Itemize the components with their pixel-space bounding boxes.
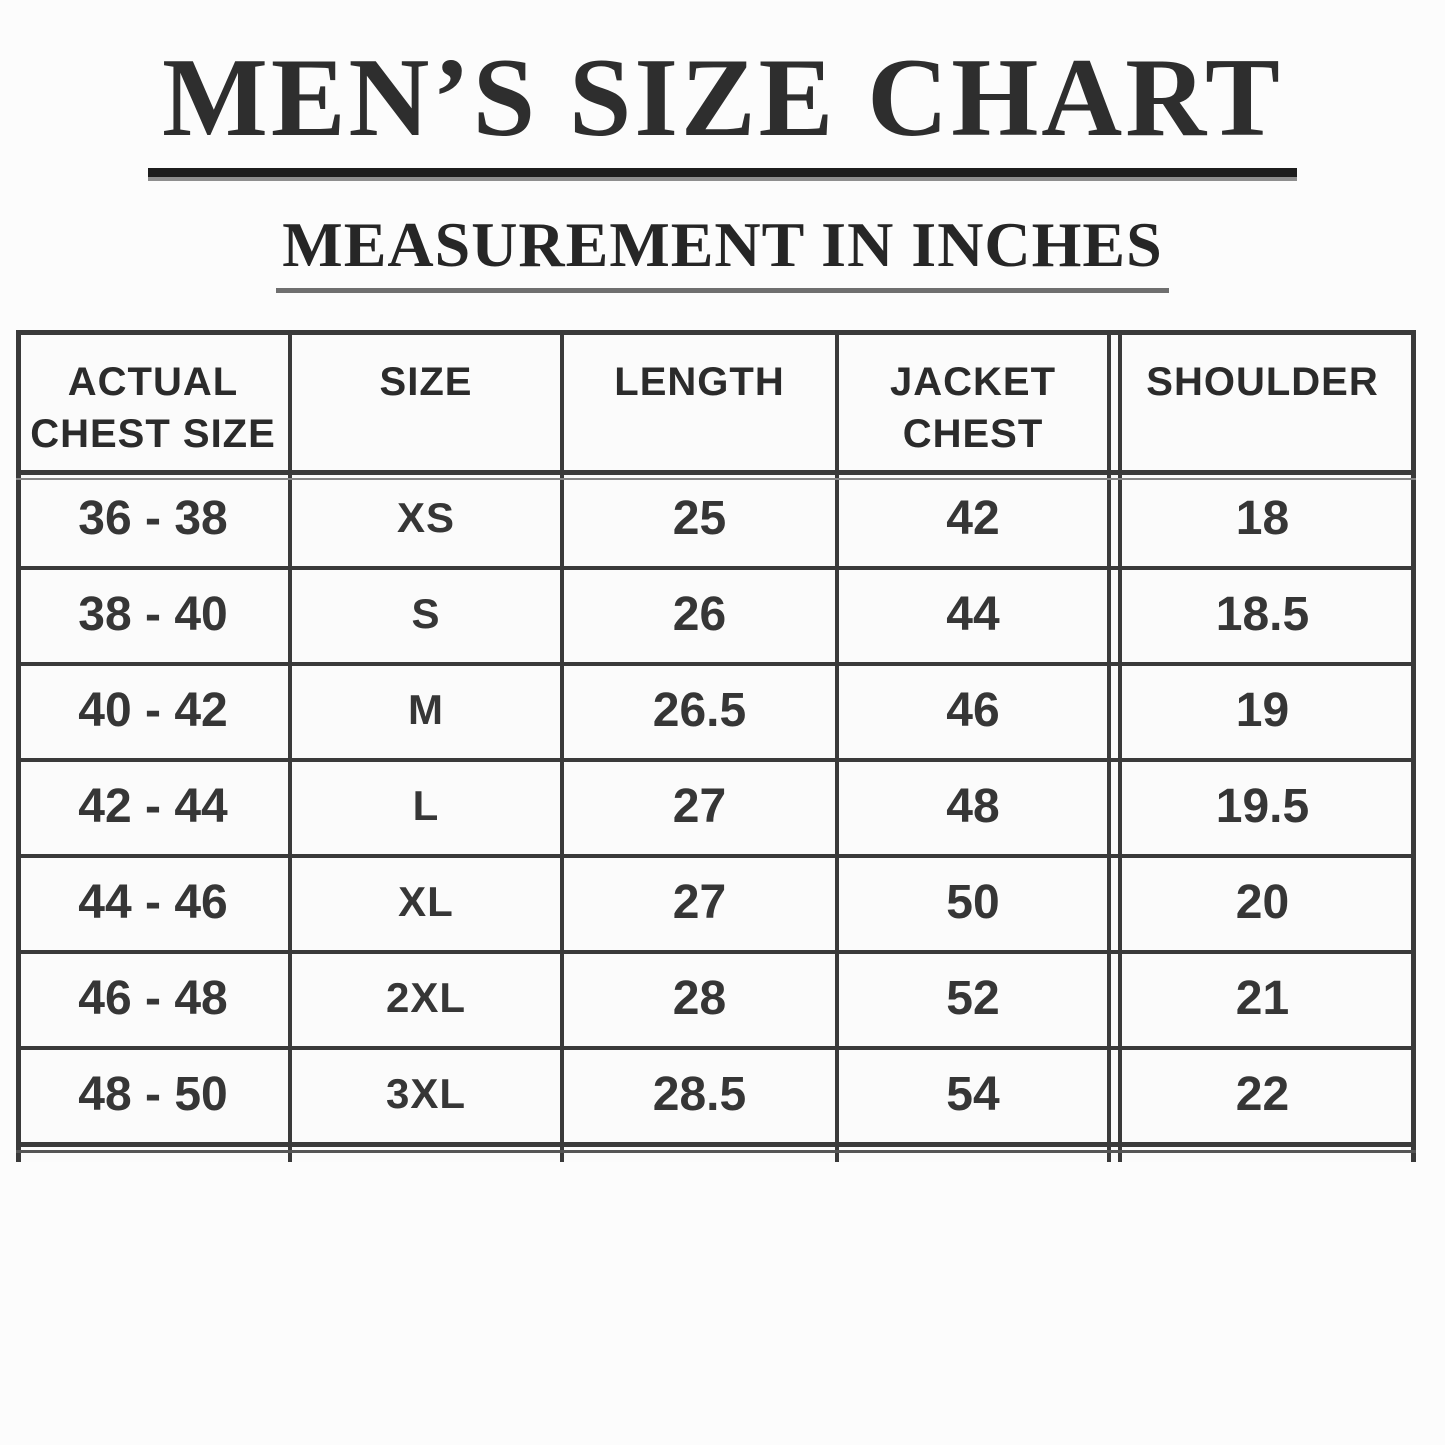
table-bottom-line-shadow	[16, 1150, 1416, 1153]
cell-actual-chest-size: 38 - 40	[78, 587, 228, 641]
table-row-s: 38 - 40 S 26 44 18.5	[16, 566, 1416, 662]
cell-jacket-chest: 48	[946, 779, 1000, 833]
cell-actual-chest-size: 36 - 38	[78, 491, 228, 545]
cell-length: 26	[672, 587, 727, 641]
cell-length: 28.5	[652, 1067, 747, 1121]
cell-shoulder: 18.5	[1215, 587, 1310, 641]
cell-actual-chest-size: 40 - 42	[78, 683, 228, 737]
title-underline: MEN’S SIZE CHART	[148, 39, 1297, 181]
table-row-m: 40 - 42 M 26.5 46 19	[16, 662, 1416, 758]
column-header-size: SIZE	[379, 360, 473, 404]
cell-jacket-chest: 52	[946, 971, 1000, 1025]
column-header-jacket-chest: JACKET CHEST	[889, 360, 1057, 456]
cell-jacket-chest: 42	[946, 491, 1000, 545]
table-row-2xl: 46 - 48 2XL 28 52 21	[16, 950, 1416, 1046]
cell-jacket-chest: 54	[946, 1067, 1000, 1121]
cell-jacket-chest: 44	[946, 587, 1000, 641]
cell-jacket-chest: 50	[946, 875, 1000, 929]
cell-size: M	[408, 686, 444, 733]
cell-size: XS	[396, 494, 456, 541]
cell-size: L	[412, 782, 440, 829]
cell-length: 27	[672, 779, 727, 833]
cell-shoulder: 21	[1235, 971, 1290, 1025]
cell-actual-chest-size: 46 - 48	[78, 971, 228, 1025]
page-title-row: MEN’S SIZE CHART	[0, 39, 1445, 181]
cell-length: 25	[672, 491, 727, 545]
cell-length: 26.5	[652, 683, 747, 737]
table-row-xl: 44 - 46 XL 27 50 20	[16, 854, 1416, 950]
cell-size: XL	[398, 878, 454, 925]
cell-actual-chest-size: 42 - 44	[78, 779, 228, 833]
cell-length: 27	[672, 875, 727, 929]
cell-actual-chest-size: 48 - 50	[78, 1067, 228, 1121]
table-bottom-line	[16, 1142, 1416, 1147]
table-row-l: 42 - 44 L 27 48 19.5	[16, 758, 1416, 854]
cell-length: 28	[672, 971, 727, 1025]
size-chart-table: ACTUAL CHEST SIZE SIZE LENGTH JACKET CHE…	[16, 330, 1416, 1162]
page-subtitle: MEASUREMENT IN INCHES	[276, 209, 1169, 294]
table-header-row: ACTUAL CHEST SIZE SIZE LENGTH JACKET CHE…	[16, 330, 1416, 470]
cell-size: S	[411, 590, 441, 637]
cell-size: 2XL	[385, 974, 467, 1021]
page-title: MEN’S SIZE CHART	[148, 39, 1297, 177]
cell-size: 3XL	[385, 1070, 467, 1117]
cell-shoulder: 20	[1235, 875, 1290, 929]
cell-jacket-chest: 46	[946, 683, 1000, 737]
cell-actual-chest-size: 44 - 46	[78, 875, 228, 929]
cell-shoulder: 22	[1235, 1067, 1290, 1121]
page-subtitle-row: MEASUREMENT IN INCHES	[0, 209, 1445, 294]
column-header-actual-chest-size: ACTUAL CHEST SIZE	[30, 360, 276, 456]
cell-shoulder: 19.5	[1215, 779, 1310, 833]
column-header-shoulder: SHOULDER	[1146, 360, 1379, 404]
column-header-length: LENGTH	[614, 360, 785, 404]
cell-shoulder: 19	[1235, 683, 1290, 737]
table-row-xs: 36 - 38 XS 25 42 18	[16, 470, 1416, 566]
cell-shoulder: 18	[1235, 491, 1290, 545]
table-row-3xl: 48 - 50 3XL 28.5 54 22	[16, 1046, 1416, 1142]
